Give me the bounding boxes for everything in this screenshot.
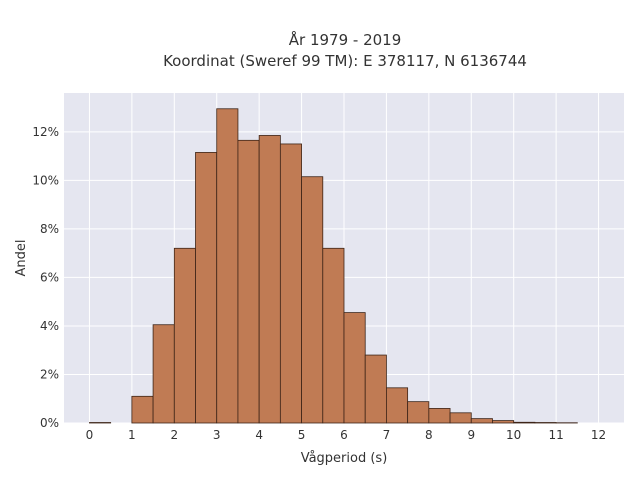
x-tick-label: 5: [298, 428, 306, 442]
x-tick-label: 7: [383, 428, 391, 442]
x-tick-label: 9: [467, 428, 475, 442]
x-tick-label: 2: [170, 428, 178, 442]
histogram-bar: [195, 152, 218, 424]
histogram-bar: [131, 395, 154, 424]
histogram-bar: [322, 247, 345, 424]
y-tick-label: 4%: [40, 319, 59, 333]
histogram-bar: [449, 412, 472, 424]
x-axis-label: Vågperiod (s): [301, 451, 388, 466]
x-tick-label: 8: [425, 428, 433, 442]
x-tick-label: 6: [340, 428, 348, 442]
histogram-bar: [301, 176, 324, 424]
chart-title-line2: Koordinat (Sweref 99 TM): E 378117, N 61…: [163, 52, 527, 70]
y-axis-label: Andel: [14, 240, 29, 277]
y-tick-label: 12%: [32, 125, 59, 139]
x-tick-label: 3: [213, 428, 221, 442]
histogram-bar: [513, 421, 536, 424]
histogram-bar: [343, 312, 366, 424]
histogram-bars: [89, 108, 578, 424]
histogram-bar: [407, 401, 430, 424]
histogram-bar: [237, 139, 260, 424]
x-tick-label: 10: [506, 428, 521, 442]
x-tick-label: 0: [86, 428, 94, 442]
y-tick-label: 2%: [40, 367, 59, 381]
y-tick-label: 0%: [40, 416, 59, 430]
x-tick-label: 4: [255, 428, 263, 442]
y-axis-ticks: 0% 2% 4% 6% 8% 10% 12%: [32, 125, 59, 430]
histogram-bar: [428, 408, 451, 424]
x-tick-label: 11: [548, 428, 563, 442]
y-tick-label: 8%: [40, 222, 59, 236]
x-tick-label: 1: [128, 428, 136, 442]
histogram-bar: [258, 135, 281, 424]
histogram-bar: [152, 324, 175, 424]
x-tick-label: 12: [591, 428, 606, 442]
histogram-bar: [470, 418, 493, 424]
histogram-bar: [492, 420, 515, 424]
y-tick-label: 10%: [32, 173, 59, 187]
histogram-bar: [173, 247, 196, 424]
histogram-bar: [216, 108, 239, 424]
histogram-bar: [364, 354, 387, 424]
histogram-bar: [386, 387, 409, 424]
y-tick-label: 6%: [40, 270, 59, 284]
chart-title-line1: År 1979 - 2019: [289, 30, 402, 49]
x-axis-ticks: 0 1 2 3 4 5 6 7 8 9 10 11 12: [86, 428, 607, 442]
histogram-bar: [279, 143, 302, 424]
